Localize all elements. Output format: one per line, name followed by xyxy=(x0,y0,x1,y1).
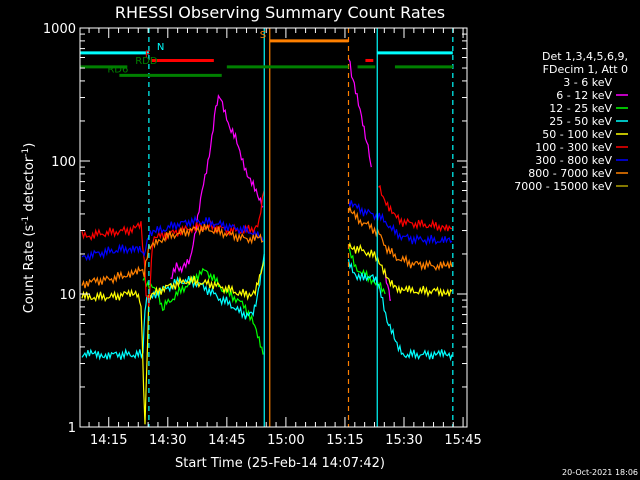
legend-header: FDecim 1, Att 0 xyxy=(543,63,628,76)
y-tick-label: 100 xyxy=(51,155,76,170)
y-tick-label: 1000 xyxy=(43,22,76,37)
x-axis-ticks: 14:15 14:30 14:45 15:00 15:15 15:30 15:45 xyxy=(88,28,482,448)
series-line xyxy=(347,241,453,298)
x-tick-label: 14:15 xyxy=(90,433,127,448)
series-line xyxy=(347,205,453,272)
legend-label: 800 - 7000 keV xyxy=(528,167,612,180)
y-axis-label-end: ) xyxy=(22,143,37,148)
series-line xyxy=(347,200,453,247)
series-line xyxy=(81,190,265,307)
legend-label: 12 - 25 keV xyxy=(549,102,612,115)
x-tick-label: 14:30 xyxy=(149,433,186,448)
legend-label: 50 - 100 keV xyxy=(542,128,612,141)
y-axis-label-mid: detector xyxy=(22,156,37,216)
series-line xyxy=(347,58,372,168)
series-line xyxy=(203,132,264,218)
x-axis-label: Start Time (25-Feb-14 14:07:42) xyxy=(175,456,385,471)
y-tick-label: 1 xyxy=(68,421,76,436)
legend-label: 300 - 800 keV xyxy=(535,154,612,167)
series-line xyxy=(142,267,264,355)
flag-label: F xyxy=(145,49,151,60)
x-tick-label: 15:30 xyxy=(385,433,422,448)
y-axis-label: Count Rate (s-1 detector-1) xyxy=(21,143,37,314)
plot-frame xyxy=(79,27,468,428)
legend-label: 7000 - 15000 keV xyxy=(514,180,612,193)
vertical-markers xyxy=(148,28,454,427)
y-axis-label-sup2: -1 xyxy=(21,148,31,157)
series-line xyxy=(378,184,453,233)
chart-title: RHESSI Observing Summary Count Rates xyxy=(115,3,445,22)
timestamp: 20-Oct-2021 18:06 xyxy=(562,468,638,477)
y-axis-label-main: Count Rate (s xyxy=(22,225,37,314)
series-line xyxy=(347,259,453,362)
legend-label: 100 - 300 keV xyxy=(535,141,612,154)
x-tick-label: 15:15 xyxy=(326,433,363,448)
flag-label: RDD xyxy=(135,56,158,67)
flag-label: S xyxy=(260,30,266,41)
series-line xyxy=(81,259,265,425)
flag-label: N xyxy=(157,42,164,53)
legend-header: Det 1,3,4,5,6,9, xyxy=(542,50,628,63)
y-axis-label-sup1: -1 xyxy=(21,216,31,225)
x-tick-label: 15:00 xyxy=(267,433,304,448)
series-layer xyxy=(81,58,453,425)
series-line xyxy=(81,214,264,262)
legend-label: 3 - 6 keV xyxy=(563,76,612,89)
flag-label: RD6 xyxy=(107,64,128,75)
series-line xyxy=(81,223,264,289)
series-line xyxy=(384,270,392,301)
legend-label: 25 - 50 keV xyxy=(549,115,612,128)
series-line xyxy=(347,246,386,295)
x-tick-label: 14:45 xyxy=(208,433,245,448)
y-tick-label: 10 xyxy=(59,288,76,303)
legend: Det 1,3,4,5,6,9,FDecim 1, Att 03 - 6 keV… xyxy=(514,50,628,193)
y-axis-ticks: 1 10 100 1000 xyxy=(43,22,467,436)
series-line xyxy=(170,94,264,279)
x-tick-label: 15:45 xyxy=(444,433,481,448)
legend-label: 6 - 12 keV xyxy=(556,89,612,102)
